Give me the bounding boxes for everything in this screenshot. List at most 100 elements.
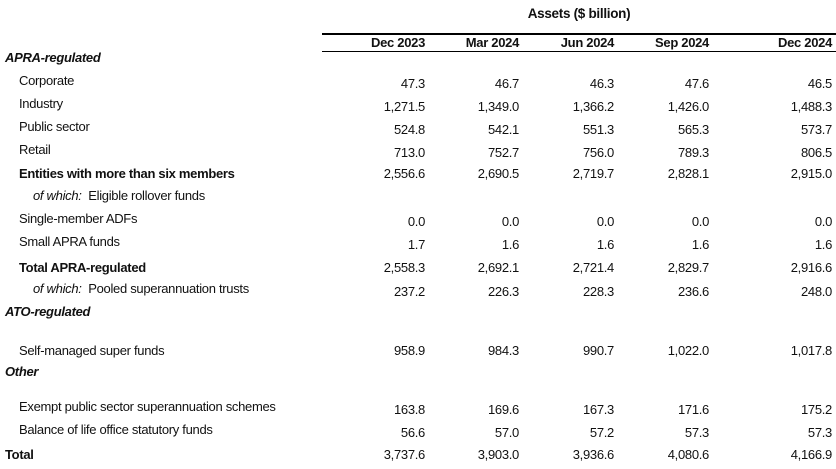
value-cell: 1.7: [407, 237, 425, 252]
row-label: Public sector: [19, 119, 90, 134]
row-label: Total: [5, 447, 34, 462]
row-label-text: Total: [5, 447, 34, 462]
value-cell: 56.6: [400, 425, 425, 440]
value-cell: 175.2: [800, 402, 832, 417]
row-label-text: Balance of life office statutory funds: [19, 422, 213, 437]
value-cell: 2,829.7: [667, 260, 710, 275]
value-cell: 57.0: [494, 425, 519, 440]
value-cell: 57.3: [684, 425, 709, 440]
value-cell: 0.0: [596, 214, 614, 229]
row-label-text: Self-managed super funds: [19, 343, 165, 358]
column-header: Dec 2023: [371, 35, 425, 50]
value-cell: 0.0: [814, 214, 832, 229]
value-cell: 756.0: [582, 145, 614, 160]
row-label-text: Small APRA funds: [19, 234, 120, 249]
value-cell: 1.6: [814, 237, 832, 252]
value-cell: 1.6: [501, 237, 519, 252]
value-cell: 0.0: [501, 214, 519, 229]
row-label: Total APRA-regulated: [19, 260, 146, 275]
value-cell: 1,349.0: [477, 99, 520, 114]
table-row: Balance of life office statutory funds 56…: [0, 422, 836, 442]
row-label: Balance of life office statutory funds: [19, 422, 213, 437]
value-cell: 1,022.0: [667, 343, 710, 358]
value-cell: 2,719.7: [572, 166, 615, 181]
table-row: of which: Eligible rollover funds: [0, 188, 836, 208]
value-cell: 2,915.0: [790, 166, 833, 181]
table-row: Retail 713.0 752.7 756.0 789.3 806.5: [0, 142, 836, 162]
value-cell: 46.7: [494, 76, 519, 91]
table-row: Entities with more than six members 2,556…: [0, 166, 836, 186]
table-row: Industry 1,271.5 1,349.0 1,366.2 1,426.0 1,48…: [0, 96, 836, 116]
value-cell: 2,690.5: [477, 166, 520, 181]
table-row: Self-managed super funds 958.9 984.3 990.7 1…: [0, 343, 836, 363]
value-cell: 57.2: [589, 425, 614, 440]
row-label-text: Exempt public sector superannuation sche…: [19, 399, 276, 414]
table-row: of which: Pooled superannuation trusts 23…: [0, 281, 836, 301]
value-cell: 46.5: [807, 76, 832, 91]
value-cell: 47.6: [684, 76, 709, 91]
value-cell: 524.8: [393, 122, 425, 137]
value-cell: 228.3: [582, 284, 614, 299]
value-cell: 573.7: [800, 122, 832, 137]
row-label-text: Entities with more than six members: [19, 166, 235, 181]
row-label: Single-member ADFs: [19, 211, 137, 226]
row-label: Corporate: [19, 73, 74, 88]
table-row: Single-member ADFs 0.0 0.0 0.0 0.0 0.0: [0, 211, 836, 231]
table-row: Exempt public sector superannuation sche…: [0, 399, 836, 419]
value-cell: 990.7: [582, 343, 614, 358]
value-cell: 1.6: [596, 237, 614, 252]
value-cell: 236.6: [677, 284, 709, 299]
row-label-text: Eligible rollover funds: [88, 188, 205, 203]
value-cell: 2,721.4: [572, 260, 615, 275]
row-label: Small APRA funds: [19, 234, 120, 249]
value-cell: 2,556.6: [383, 166, 426, 181]
value-cell: 958.9: [393, 343, 425, 358]
value-cell: 752.7: [487, 145, 519, 160]
table-row: Corporate 47.3 46.7 46.3 47.6 46.5: [0, 73, 836, 93]
value-cell: 1,017.8: [790, 343, 833, 358]
value-cell: 163.8: [393, 402, 425, 417]
section-heading-ato: ATO-regulated: [5, 304, 91, 319]
table-row: Total APRA-regulated 2,558.3 2,692.1 2,721.…: [0, 260, 836, 280]
column-header: Sep 2024: [655, 35, 709, 50]
value-cell: 2,558.3: [383, 260, 426, 275]
value-cell: 226.3: [487, 284, 519, 299]
value-cell: 169.6: [487, 402, 519, 417]
value-cell: 1.6: [691, 237, 709, 252]
header-rule-top: [322, 33, 836, 35]
value-cell: 2,828.1: [667, 166, 710, 181]
value-cell: 237.2: [393, 284, 425, 299]
value-cell: 565.3: [677, 122, 709, 137]
header-rule-bottom: [322, 51, 836, 52]
value-cell: 171.6: [677, 402, 709, 417]
value-cell: 0.0: [691, 214, 709, 229]
row-label-text: Industry: [19, 96, 63, 111]
value-cell: 4,166.9: [790, 447, 833, 462]
value-cell: 57.3: [807, 425, 832, 440]
section-heading-apra: APRA-regulated: [5, 50, 101, 65]
value-cell: 789.3: [677, 145, 709, 160]
value-cell: 1,366.2: [572, 99, 615, 114]
value-cell: 47.3: [400, 76, 425, 91]
row-label-prefix: of which:: [33, 281, 82, 296]
value-cell: 806.5: [800, 145, 832, 160]
row-label-prefix: of which:: [33, 188, 82, 203]
row-label: Retail: [19, 142, 51, 157]
table-title: Assets ($ billion): [527, 6, 631, 21]
value-cell: 2,692.1: [477, 260, 520, 275]
value-cell: 3,936.6: [572, 447, 615, 462]
row-label-text: Retail: [19, 142, 51, 157]
row-label-text: Public sector: [19, 119, 90, 134]
row-label-text: Corporate: [19, 73, 75, 88]
row-label: Industry: [19, 96, 63, 111]
row-label: Exempt public sector superannuation sche…: [19, 399, 276, 414]
row-label: Self-managed super funds: [19, 343, 165, 358]
table-row: Total 3,737.6 3,903.0 3,936.6 4,080.6 4,166.9: [0, 447, 836, 467]
value-cell: 551.3: [582, 122, 614, 137]
row-label: of which: Pooled superannuation trusts: [33, 281, 249, 296]
value-cell: 0.0: [407, 214, 425, 229]
row-label: Entities with more than six members: [19, 166, 235, 181]
table-row: Small APRA funds 1.7 1.6 1.6 1.6 1.6: [0, 234, 836, 254]
value-cell: 713.0: [393, 145, 425, 160]
column-header: Mar 2024: [465, 35, 520, 50]
